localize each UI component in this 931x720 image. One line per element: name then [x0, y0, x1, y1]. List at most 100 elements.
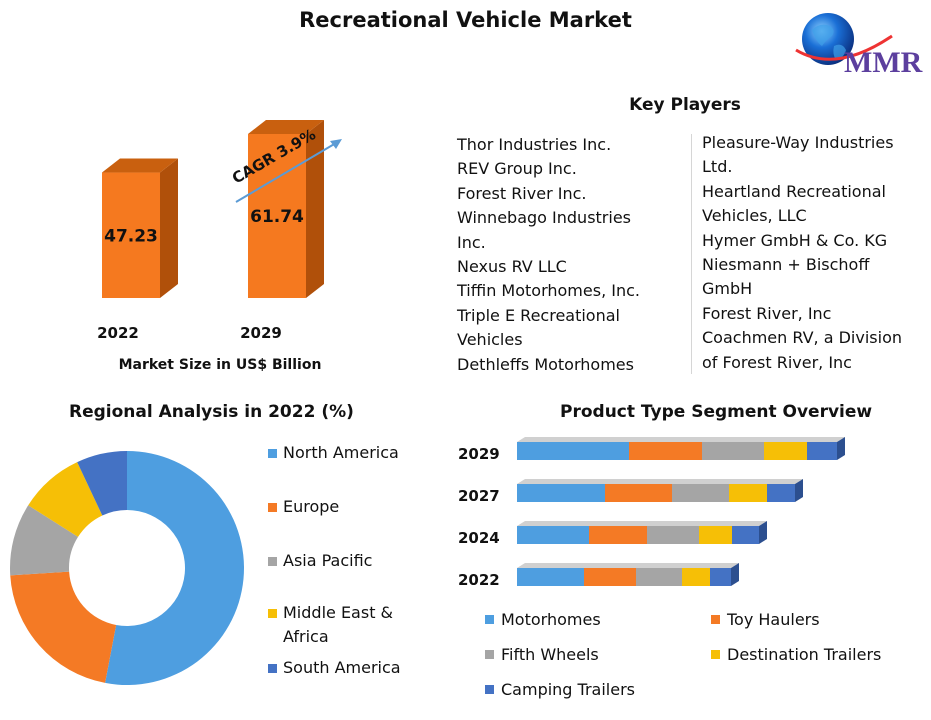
bar-2029 [248, 134, 306, 298]
hbar-segment [710, 568, 731, 586]
hbar-segment [672, 484, 729, 502]
bar-year-2022: 2022 [97, 324, 139, 342]
key-player-item: Winnebago Industries Inc. [457, 208, 631, 252]
key-player-item: Pleasure-Way Industries Ltd. [702, 133, 894, 177]
legend-item: North America [268, 441, 399, 465]
legend-label: Camping Trailers [501, 680, 635, 699]
legend-item: Camping Trailers [485, 680, 635, 699]
legend-item: Motorhomes [485, 610, 601, 629]
key-player-item: Tiffin Motorhomes, Inc. [457, 281, 640, 301]
legend-label: Fifth Wheels [501, 645, 599, 664]
svg-text:MMR: MMR [844, 46, 923, 79]
bar-year-2029: 2029 [240, 324, 282, 342]
bar-top [102, 158, 178, 173]
hbar-year-label: 2027 [458, 487, 500, 505]
legend-item: Europe [268, 495, 339, 519]
hbar-side [837, 437, 845, 460]
hbar-top [517, 437, 845, 442]
page-title: Recreational Vehicle Market [299, 8, 632, 32]
hbar-year-label: 2024 [458, 529, 500, 547]
legend-item: South America [268, 656, 401, 680]
legend-swatch [485, 650, 494, 659]
bar-value-label: 47.23 [104, 226, 158, 246]
product-legend: Motorhomes Toy Haulers Fifth Wheels Destina… [485, 608, 925, 708]
key-player-item: Dethleffs Motorhomes [457, 354, 634, 374]
bar-value-label: 61.74 [250, 207, 304, 227]
legend-swatch [485, 615, 494, 624]
key-player-item: Hymer GmbH & Co. KG [702, 230, 888, 250]
legend-item: Fifth Wheels [485, 645, 599, 664]
key-player-item: Thor Industries Inc. [457, 135, 612, 154]
hbar-segment [702, 442, 764, 460]
legend-item: Asia Pacific [268, 549, 372, 573]
hbar-segment [629, 442, 702, 460]
bar-side [160, 158, 178, 298]
hbar-segment [517, 568, 584, 586]
hbar-segment [636, 568, 682, 586]
key-player-item: Heartland Recreational Vehicles, LLC [702, 181, 886, 226]
legend-swatch [268, 449, 277, 458]
hbar-side [759, 521, 767, 544]
key-player-item: Niesmann + Bischoff GmbH [702, 255, 870, 299]
key-player-item: Coachmen RV, a Division of Forest River,… [702, 328, 902, 372]
legend-swatch [268, 557, 277, 566]
key-players-col2: Pleasure-Way Industries Ltd. Heartland Re… [702, 131, 927, 375]
hbar-segment [584, 568, 636, 586]
product-title: Product Type Segment Overview [560, 402, 873, 422]
legend-item: Toy Haulers [711, 610, 820, 629]
cagr-arrowhead [330, 139, 342, 149]
cagr-arrow [235, 142, 337, 203]
key-player-item: Forest River, Inc [702, 303, 832, 323]
hbar-segment [647, 526, 699, 544]
legend-swatch [268, 664, 277, 673]
hbar-segment [517, 484, 605, 502]
hbar-side [731, 563, 739, 586]
donut-slice [28, 462, 103, 537]
donut-slice [77, 451, 127, 516]
legend-swatch [485, 685, 494, 694]
key-player-item: Forest River Inc. [457, 183, 587, 203]
bar-top [248, 120, 324, 134]
donut-slice [10, 505, 79, 576]
legend-label: North America [283, 443, 399, 462]
hbar-segment [517, 442, 629, 460]
legend-swatch [268, 609, 277, 618]
legend-item: Middle East & Africa [268, 601, 393, 649]
hbar-year-label: 2022 [458, 571, 500, 589]
hbar-segment [729, 484, 767, 502]
hbar-segment [767, 484, 795, 502]
hbar-segment [807, 442, 837, 460]
legend-item: Destination Trailers [711, 645, 881, 664]
legend-swatch [711, 650, 720, 659]
key-player-item: REV Group Inc. [457, 159, 577, 179]
hbar-segment [699, 526, 732, 544]
legend-label: Motorhomes [501, 610, 601, 629]
mmr-logo: MMR [790, 6, 930, 80]
key-players-col1: Thor Industries Inc. REV Group Inc. Forest… [457, 133, 687, 377]
legend-label: South America [283, 658, 401, 677]
product-stacked-chart: 2029 2027 2024 2022 [458, 437, 845, 589]
regional-title: Regional Analysis in 2022 (%) [69, 402, 354, 422]
donut-slice [10, 571, 117, 683]
regional-donut-chart [10, 451, 244, 685]
key-player-item: Triple E Recreational Vehicles [457, 305, 620, 350]
hbar-top [517, 521, 767, 526]
hbar-segment [764, 442, 807, 460]
key-players-divider [691, 134, 692, 374]
key-players-title: Key Players [629, 95, 741, 115]
hbar-top [517, 563, 739, 568]
hbar-segment [682, 568, 710, 586]
legend-label: Middle East & Africa [283, 603, 394, 646]
legend-swatch [711, 615, 720, 624]
legend-label: Asia Pacific [283, 551, 373, 570]
legend-label: Toy Haulers [727, 610, 820, 629]
legend-label: Destination Trailers [727, 645, 882, 664]
bar-side [306, 120, 324, 298]
legend-swatch [268, 503, 277, 512]
hbar-segment [605, 484, 672, 502]
bar-2022 [102, 172, 160, 298]
legend-label: Europe [283, 497, 340, 516]
market-size-caption: Market Size in US$ Billion [118, 357, 322, 373]
key-player-item: Nexus RV LLC [457, 257, 567, 277]
